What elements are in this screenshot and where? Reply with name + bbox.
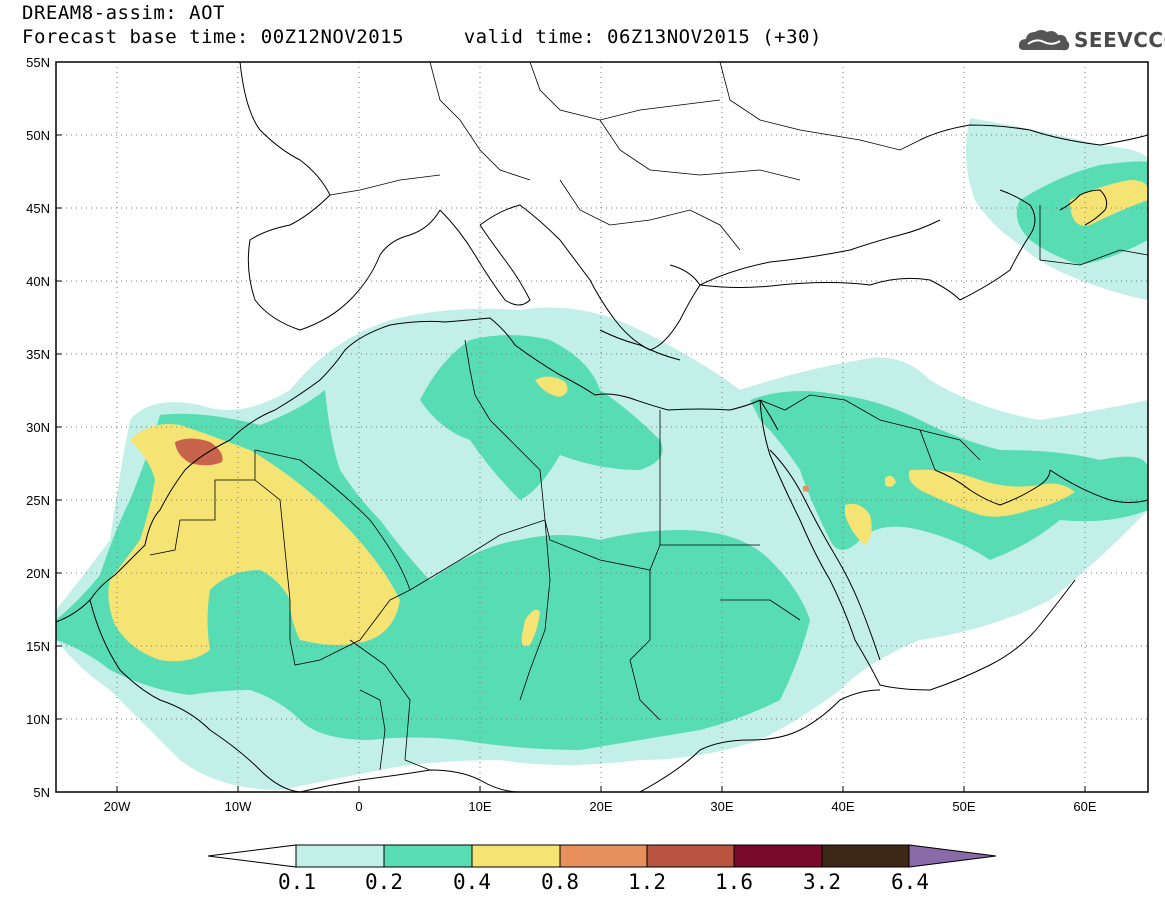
y-tick-label: 25N bbox=[26, 493, 50, 508]
colorbar-label: 1.2 bbox=[628, 870, 666, 894]
colorbar-label: 0.1 bbox=[278, 870, 316, 894]
coastlines bbox=[56, 62, 1148, 792]
x-tick-label: 60E bbox=[1073, 799, 1096, 814]
colorbar-label: 1.6 bbox=[715, 870, 753, 894]
x-tick-label: 20E bbox=[589, 799, 612, 814]
x-tick-label: 20W bbox=[104, 799, 131, 814]
x-tick-label: 10E bbox=[468, 799, 491, 814]
colorbar-swatch bbox=[471, 844, 561, 868]
y-tick-label: 45N bbox=[26, 201, 50, 216]
x-tick-label: 10W bbox=[225, 799, 252, 814]
seevccc-logo: SEEVCCC bbox=[1016, 24, 1165, 56]
y-tick-label: 20N bbox=[26, 566, 50, 581]
map-title: DREAM8-assim: AOT bbox=[22, 2, 225, 24]
colorbar-high-arrow bbox=[908, 844, 997, 868]
y-tick-label: 30N bbox=[26, 420, 50, 435]
logo-text: SEEVCCC bbox=[1074, 28, 1165, 52]
y-tick-label: 50N bbox=[26, 128, 50, 143]
colorbar-swatch bbox=[733, 844, 823, 868]
colorbar-label: 0.4 bbox=[453, 870, 491, 894]
y-tick-label: 15N bbox=[26, 639, 50, 654]
x-tick-label: 30E bbox=[710, 799, 733, 814]
aot-contours bbox=[56, 118, 1148, 790]
y-tick-labels: 55N 50N 45N 40N 35N 30N 25N 20N 15N 10N … bbox=[26, 55, 50, 800]
colorbar-label: 3.2 bbox=[803, 870, 841, 894]
forecast-times: Forecast base time: 00Z12NOV2015 valid t… bbox=[22, 26, 822, 48]
aot-level-0.8 bbox=[175, 438, 809, 492]
colorbar-label: 0.8 bbox=[541, 870, 579, 894]
colorbar-swatch bbox=[821, 844, 910, 868]
colorbar-low-arrow bbox=[207, 844, 297, 868]
colorbar-swatch bbox=[646, 844, 735, 868]
x-tick-label: 50E bbox=[952, 799, 975, 814]
country-borders bbox=[149, 62, 1148, 771]
colorbar bbox=[207, 844, 997, 868]
y-tick-label: 55N bbox=[26, 55, 50, 70]
y-tick-label: 10N bbox=[26, 712, 50, 727]
y-tick-label: 5N bbox=[33, 785, 50, 800]
x-tick-labels: 20W 10W 0 10E 20E 30E 40E 50E 60E bbox=[104, 799, 1097, 814]
cloud-icon bbox=[1018, 30, 1070, 51]
x-tick-label: 40E bbox=[831, 799, 854, 814]
colorbar-label: 6.4 bbox=[891, 870, 929, 894]
colorbar-swatch bbox=[295, 844, 385, 868]
colorbar-label: 0.2 bbox=[365, 870, 403, 894]
map-grid bbox=[56, 62, 1148, 792]
colorbar-swatch bbox=[559, 844, 648, 868]
colorbar-swatch bbox=[383, 844, 473, 868]
x-tick-label: 0 bbox=[355, 799, 362, 814]
aot-level-0.4 bbox=[108, 180, 1148, 662]
tick-marks bbox=[56, 134, 1086, 792]
y-tick-label: 35N bbox=[26, 347, 50, 362]
y-tick-label: 40N bbox=[26, 274, 50, 289]
